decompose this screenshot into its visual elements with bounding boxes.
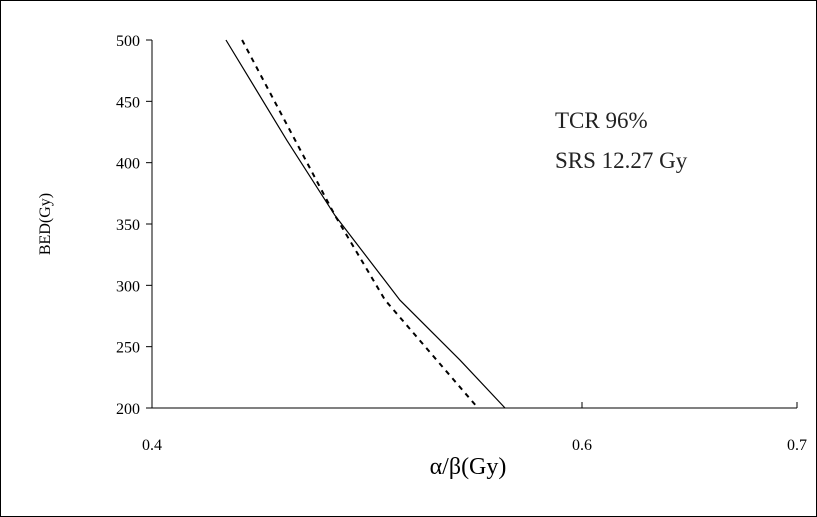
x-axis-label: α/β(Gy) xyxy=(430,454,507,480)
y-tick-label: 450 xyxy=(116,94,140,111)
y-tick-label: 500 xyxy=(116,33,140,50)
frame xyxy=(1,1,817,517)
y-tick-label: 400 xyxy=(116,156,140,173)
annotation: SRS 12.27 Gy xyxy=(555,148,688,173)
y-tick-label: 300 xyxy=(116,278,140,295)
series-line xyxy=(226,40,505,408)
series-line xyxy=(242,40,478,408)
y-tick-label: 250 xyxy=(116,340,140,357)
x-tick-label: 0.7 xyxy=(787,437,807,454)
x-tick-label: 0.4 xyxy=(142,437,162,454)
chart: TCR 96% SRS 12.27 Gy α/β(Gy) BED(Gy) 200… xyxy=(0,0,817,517)
y-axis-label: BED(Gy) xyxy=(37,193,54,255)
annotation: TCR 96% xyxy=(555,108,648,133)
y-tick-label: 350 xyxy=(116,217,140,234)
x-tick-label: 0.6 xyxy=(572,437,592,454)
y-tick-label: 200 xyxy=(116,401,140,418)
